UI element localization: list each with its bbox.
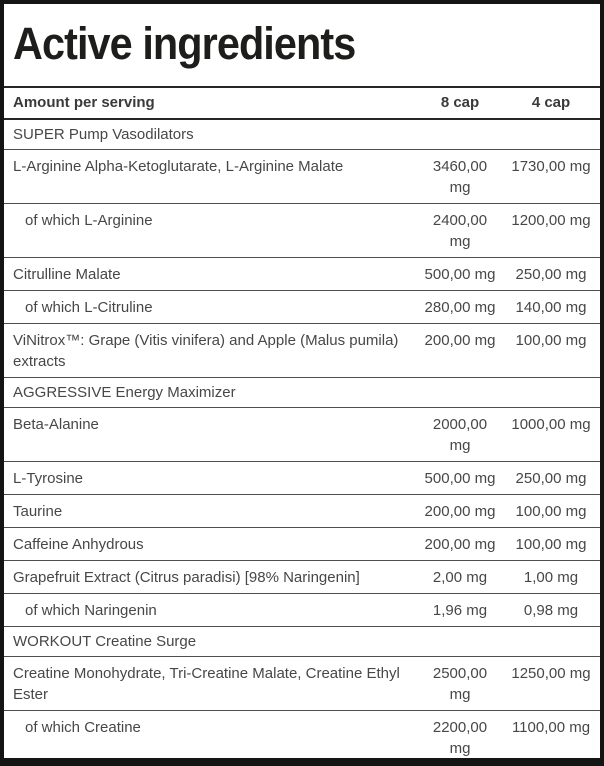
ingredient-row: Creatine Monohydrate, Tri-Creatine Malat… xyxy=(4,657,600,711)
ingredient-name: L-Arginine Alpha-Ketoglutarate, L-Argini… xyxy=(13,158,344,175)
amount-8cap: 2,00 mg xyxy=(432,569,488,586)
amount-8cap: 1,96 mg xyxy=(432,602,488,619)
ingredient-name: Citrulline Malate xyxy=(13,266,121,283)
section-row: SUPER Pump Vasodilators xyxy=(4,120,600,150)
column-header-4cap: 4 cap xyxy=(531,94,571,111)
column-header-8cap: 8 cap xyxy=(440,94,480,111)
ingredient-row: Taurine 200,00 mg 100,00 mg xyxy=(4,495,600,528)
ingredient-name: Creatine Monohydrate, Tri-Creatine Malat… xyxy=(13,665,400,703)
ingredient-name: Grapefruit Extract (Citrus paradisi) [98… xyxy=(13,569,360,586)
amount-4cap: 100,00 mg xyxy=(515,536,587,553)
ingredient-name: L-Tyrosine xyxy=(13,470,84,487)
sub-ingredient-row: of which L-Citruline 280,00 mg 140,00 mg xyxy=(4,291,600,324)
ingredient-row: ViNitrox™: Grape (Vitis vinifera) and Ap… xyxy=(4,324,600,378)
amount-4cap: 1,00 mg xyxy=(523,569,579,586)
ingredient-name: of which L-Arginine xyxy=(25,212,153,229)
page-title: Active ingredients xyxy=(13,18,356,69)
amount-4cap: 1100,00 mg xyxy=(511,719,591,736)
column-header-amount-per-serving: Amount per serving xyxy=(13,94,155,111)
amount-8cap: 2200,00 mg xyxy=(432,719,488,757)
amount-4cap: 100,00 mg xyxy=(515,332,587,349)
amount-4cap: 1000,00 mg xyxy=(511,416,591,433)
amount-8cap: 500,00 mg xyxy=(424,470,496,487)
amount-8cap: 2500,00 mg xyxy=(432,665,488,703)
table-body: SUPER Pump Vasodilators L-Arginine Alpha-… xyxy=(4,120,600,758)
ingredient-name: ViNitrox™: Grape (Vitis vinifera) and Ap… xyxy=(13,332,399,370)
amount-8cap: 2400,00 mg xyxy=(432,212,488,250)
ingredient-row: Caffeine Anhydrous 200,00 mg 100,00 mg xyxy=(4,528,600,561)
amount-8cap: 280,00 mg xyxy=(424,299,496,316)
ingredient-name: of which Creatine xyxy=(25,719,141,736)
sub-ingredient-row: of which Naringenin 1,96 mg 0,98 mg xyxy=(4,594,600,627)
amount-4cap: 250,00 mg xyxy=(515,266,587,283)
ingredient-row: Grapefruit Extract (Citrus paradisi) [98… xyxy=(4,561,600,594)
sub-ingredient-row: of which L-Arginine 2400,00 mg 1200,00 mg xyxy=(4,204,600,258)
amount-4cap: 1250,00 mg xyxy=(511,665,591,682)
ingredient-name: Caffeine Anhydrous xyxy=(13,536,144,553)
amount-4cap: 0,98 mg xyxy=(523,602,579,619)
ingredient-row: L-Tyrosine 500,00 mg 250,00 mg xyxy=(4,462,600,495)
amount-4cap: 1200,00 mg xyxy=(511,212,591,229)
amount-8cap: 3460,00 mg xyxy=(432,158,488,196)
amount-4cap: 100,00 mg xyxy=(515,503,587,520)
section-row: AGGRESSIVE Energy Maximizer xyxy=(4,378,600,408)
sub-ingredient-row: of which Creatine 2200,00 mg 1100,00 mg xyxy=(4,711,600,758)
amount-4cap: 250,00 mg xyxy=(515,470,587,487)
ingredient-name: Beta-Alanine xyxy=(13,416,99,433)
section-label: WORKOUT Creatine Surge xyxy=(13,633,197,650)
ingredient-name: of which L-Citruline xyxy=(25,299,153,316)
amount-8cap: 2000,00 mg xyxy=(432,416,488,454)
section-row: WORKOUT Creatine Surge xyxy=(4,627,600,657)
section-label: SUPER Pump Vasodilators xyxy=(13,126,194,143)
ingredient-name: Taurine xyxy=(13,503,63,520)
amount-8cap: 200,00 mg xyxy=(424,332,496,349)
ingredient-row: L-Arginine Alpha-Ketoglutarate, L-Argini… xyxy=(4,150,600,204)
table-header-row: Amount per serving 8 cap 4 cap xyxy=(4,86,600,120)
ingredient-name: of which Naringenin xyxy=(25,602,157,619)
amount-4cap: 140,00 mg xyxy=(515,299,587,316)
amount-8cap: 500,00 mg xyxy=(424,266,496,283)
amount-4cap: 1730,00 mg xyxy=(511,158,591,175)
amount-8cap: 200,00 mg xyxy=(424,503,496,520)
ingredient-row: Citrulline Malate 500,00 mg 250,00 mg xyxy=(4,258,600,291)
amount-8cap: 200,00 mg xyxy=(424,536,496,553)
ingredient-row: Beta-Alanine 2000,00 mg 1000,00 mg xyxy=(4,408,600,462)
section-label: AGGRESSIVE Energy Maximizer xyxy=(13,384,236,401)
